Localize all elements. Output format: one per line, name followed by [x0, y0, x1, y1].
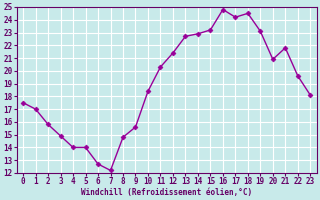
X-axis label: Windchill (Refroidissement éolien,°C): Windchill (Refroidissement éolien,°C)	[81, 188, 252, 197]
